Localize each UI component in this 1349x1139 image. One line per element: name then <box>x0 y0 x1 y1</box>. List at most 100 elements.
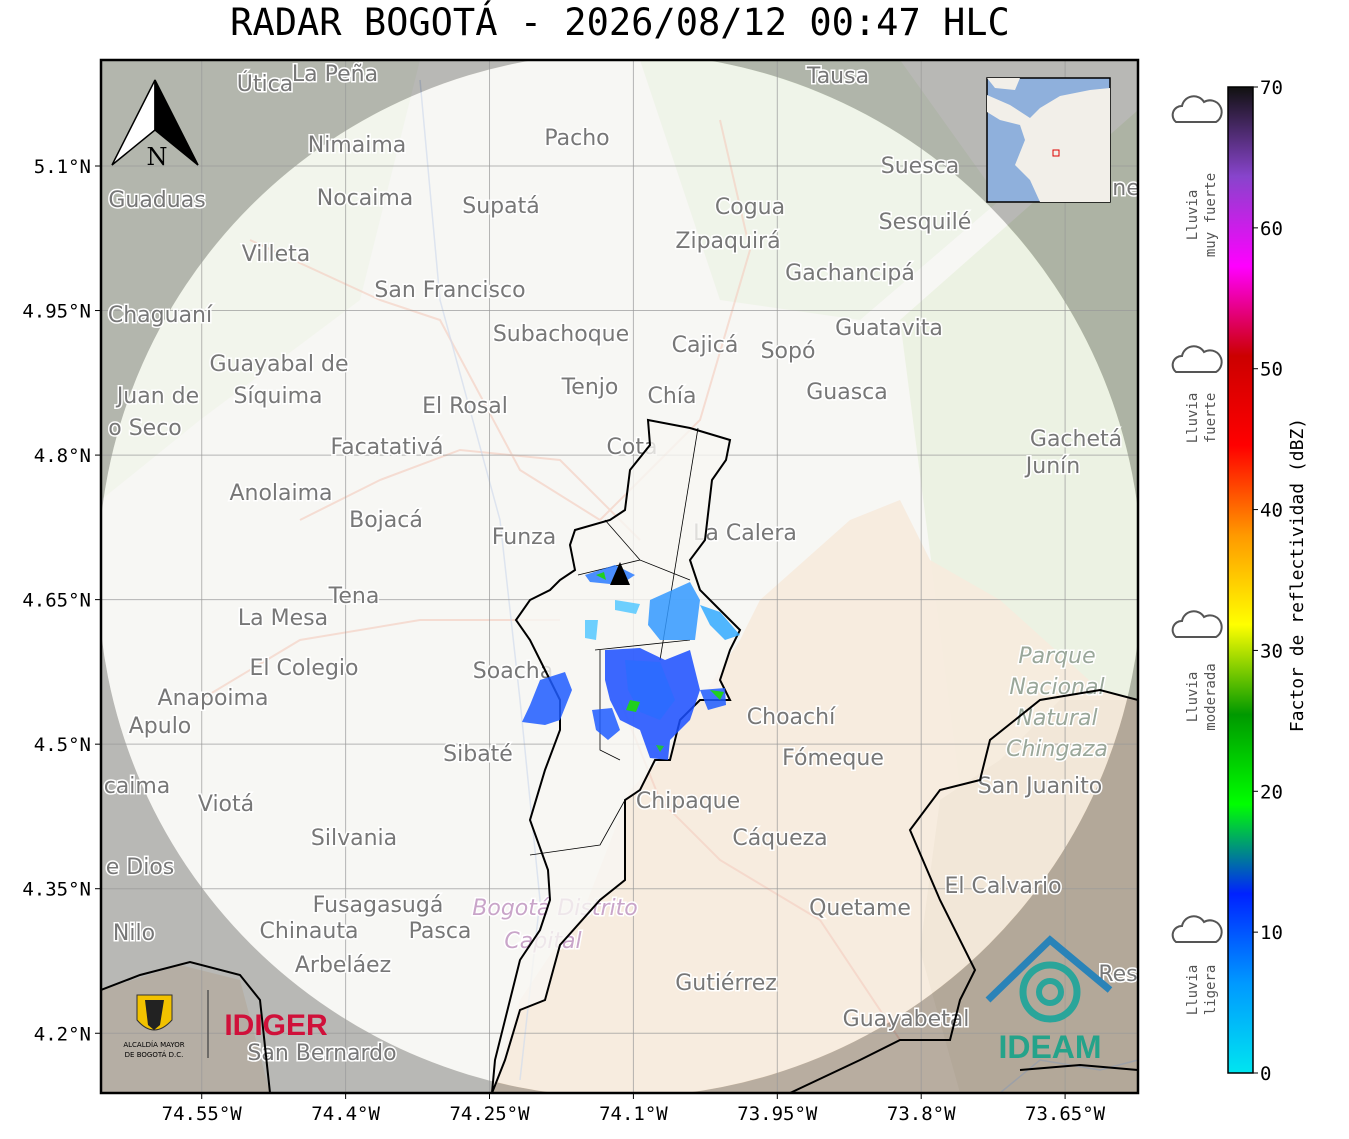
logo-text: IDIGER <box>224 1009 328 1042</box>
place-label: Sesquilé <box>879 210 972 235</box>
y-tick-label: 4.2°N <box>34 1023 91 1045</box>
radar-echoes <box>522 565 740 760</box>
rain-icon <box>1171 345 1223 373</box>
colorbar-tick-label: 50 <box>1260 359 1283 381</box>
place-label: Suesca <box>881 154 959 179</box>
place-label: Viotá <box>198 792 254 817</box>
cloud <box>1171 345 1223 373</box>
place-label: Tena <box>328 584 380 609</box>
place-label: San Bernardo <box>247 1041 396 1066</box>
place-label: Silvania <box>311 826 397 851</box>
place-label: Guatavita <box>835 316 943 341</box>
place-label: Guayabal de <box>209 352 348 377</box>
rain-label: Lluvia <box>1185 190 1201 241</box>
place-label: Anapoima <box>158 686 269 711</box>
rain-label: ligera <box>1203 965 1219 1016</box>
place-label: El Colegio <box>249 656 358 681</box>
colorbar-tick-label: 70 <box>1260 77 1283 99</box>
place-label: Choachí <box>747 705 836 730</box>
map-frame <box>99 58 1140 1095</box>
place-label: Gutiérrez <box>675 971 777 996</box>
y-tick-label: 4.95°N <box>22 301 91 323</box>
place-label: Nocaima <box>317 186 414 211</box>
place-label: Chinauta <box>260 919 359 944</box>
north-arrow: N <box>111 79 199 171</box>
place-label: Guasca <box>806 380 888 405</box>
place-label: Guaduas <box>108 188 205 213</box>
place-label: Apulo <box>129 714 192 739</box>
place-label: Cajicá <box>672 333 739 358</box>
x-tick-label: 73.95°W <box>737 1103 818 1125</box>
place-label: Síquima <box>233 384 322 409</box>
logos: ALCALDÍA MAYOR DE BOGOTÁ D.C. IDIGER IDE… <box>123 935 1113 1065</box>
x-tick-label: 73.8°W <box>887 1103 956 1125</box>
logo-text: ALCALDÍA MAYOR <box>123 1040 184 1049</box>
place-label: ne <box>1112 176 1139 201</box>
x-tick-label: 74.4°W <box>311 1103 380 1125</box>
colorbar-label: Factor de reflectividad (dBZ) <box>1287 418 1308 732</box>
rain-label: Lluvia <box>1185 672 1201 723</box>
place-label: Subachoque <box>493 322 629 347</box>
place-label: Chaguaní <box>108 303 213 328</box>
colorbar-tick-label: 30 <box>1260 640 1283 662</box>
rain-label: Lluvia <box>1185 965 1201 1016</box>
place-label: Cogua <box>715 195 785 220</box>
place-label: Cáqueza <box>732 826 827 851</box>
place-label: Bojacá <box>349 508 423 533</box>
place-label: Fómeque <box>782 746 884 771</box>
place-label: Quetame <box>809 896 911 921</box>
place-label: e Dios <box>106 855 175 880</box>
place-label: caima <box>104 774 171 799</box>
place-label: Nimaima <box>308 133 407 158</box>
place-label: Sopó <box>761 339 816 364</box>
colorbar-tick-label: 40 <box>1260 500 1283 522</box>
place-label: Chía <box>648 384 697 409</box>
place-label: o Seco <box>108 416 182 441</box>
place-label: Res <box>1098 962 1137 987</box>
place-label: Nilo <box>113 921 155 946</box>
x-tick-label: 74.1°W <box>599 1103 668 1125</box>
rain-icon <box>1171 95 1223 123</box>
rain-icon <box>1171 610 1223 638</box>
title: RADAR BOGOTÁ - 2026/08/12 00:47 HLC <box>230 0 1010 44</box>
colorbar-tick-label: 20 <box>1260 781 1283 803</box>
place-label: Villeta <box>242 242 311 267</box>
place-label: Sibaté <box>443 742 513 767</box>
place-label: La Peña <box>292 62 378 87</box>
inset-map <box>986 77 1111 203</box>
place-label: Tenjo <box>561 375 619 400</box>
colorbar <box>1227 86 1254 1074</box>
place-label: Zipaquirá <box>675 229 780 254</box>
place-label: San Francisco <box>374 278 525 303</box>
colorbar-ticks: 0 10 20 30 40 50 60 70 <box>1253 77 1283 1085</box>
cloud <box>1171 95 1223 123</box>
place-label: Supatá <box>462 194 539 219</box>
cloud <box>1171 610 1223 638</box>
place-label: Útica <box>237 71 293 97</box>
rain-label: Lluvia <box>1185 393 1201 444</box>
y-tick-label: 4.35°N <box>22 879 91 901</box>
place-label: El Calvario <box>944 874 1061 899</box>
place-label: El Rosal <box>422 394 508 419</box>
rain-icon <box>1171 915 1223 943</box>
place-label: Gachetá <box>1030 427 1122 452</box>
place-label: Pasca <box>409 919 472 944</box>
place-label: Arbeláez <box>295 953 391 978</box>
park-label: Parque <box>1018 644 1095 669</box>
place-label: La Calera <box>693 521 797 546</box>
place-label: Chipaque <box>636 789 740 814</box>
rain-label: muy fuerte <box>1203 173 1219 257</box>
place-label: Facatativá <box>330 435 443 460</box>
place-label: Fusagasugá <box>313 893 444 918</box>
department-boundary <box>101 688 1138 1093</box>
place-label: Juan de <box>115 384 199 409</box>
rain-label: moderada <box>1203 663 1219 730</box>
place-label: La Mesa <box>238 606 328 631</box>
rain-label: fuerte <box>1203 393 1219 444</box>
logo-text: DE BOGOTÁ D.C. <box>125 1050 184 1059</box>
axes: 74.55°W 74.4°W 74.25°W 74.1°W 73.95°W 73.8°W 7… <box>22 156 1105 1125</box>
